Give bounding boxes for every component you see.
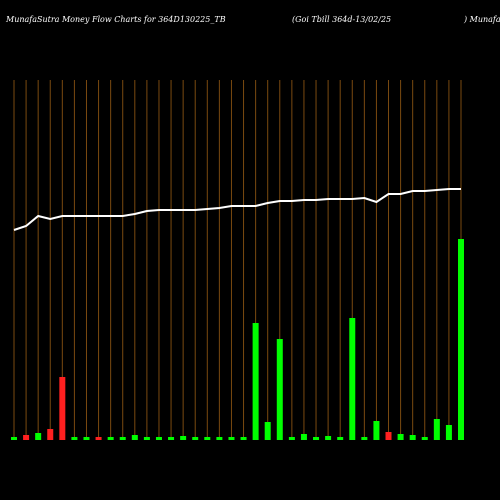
bar <box>131 435 138 440</box>
bar <box>168 437 175 440</box>
bar <box>433 419 440 440</box>
bar <box>445 425 452 440</box>
bar <box>337 437 344 440</box>
bar <box>83 437 90 440</box>
bar <box>228 437 235 440</box>
bar <box>421 437 428 440</box>
bar <box>264 422 271 440</box>
chart-subtitle: (Goi Tbill 364d-13/02/25 <box>292 15 391 24</box>
bar <box>313 437 320 440</box>
bar <box>300 434 307 440</box>
bar <box>180 436 187 440</box>
bar <box>397 434 404 440</box>
bar <box>71 437 78 440</box>
bar <box>47 429 54 440</box>
bar <box>35 433 42 440</box>
bar <box>23 435 30 440</box>
chart-title-right: ) Munafa <box>463 15 500 24</box>
bar <box>252 323 259 440</box>
bar <box>276 339 283 440</box>
bar <box>349 318 356 440</box>
bar <box>11 437 17 440</box>
bar <box>288 437 295 440</box>
bar <box>361 437 368 440</box>
bar <box>192 437 199 440</box>
bar <box>325 436 332 440</box>
bar <box>95 437 102 440</box>
bar <box>216 437 223 440</box>
bar <box>204 437 211 440</box>
chart-title: MunafaSutra Money Flow Charts for 364D13… <box>5 15 226 24</box>
bar <box>119 437 126 440</box>
bar <box>458 239 464 440</box>
price-line <box>13 188 461 231</box>
bar <box>107 437 114 440</box>
bar <box>409 435 416 440</box>
bar <box>385 432 392 440</box>
bar <box>143 437 150 440</box>
bar <box>373 421 380 440</box>
bar <box>240 437 247 440</box>
bar <box>155 437 162 440</box>
bar <box>59 377 66 440</box>
